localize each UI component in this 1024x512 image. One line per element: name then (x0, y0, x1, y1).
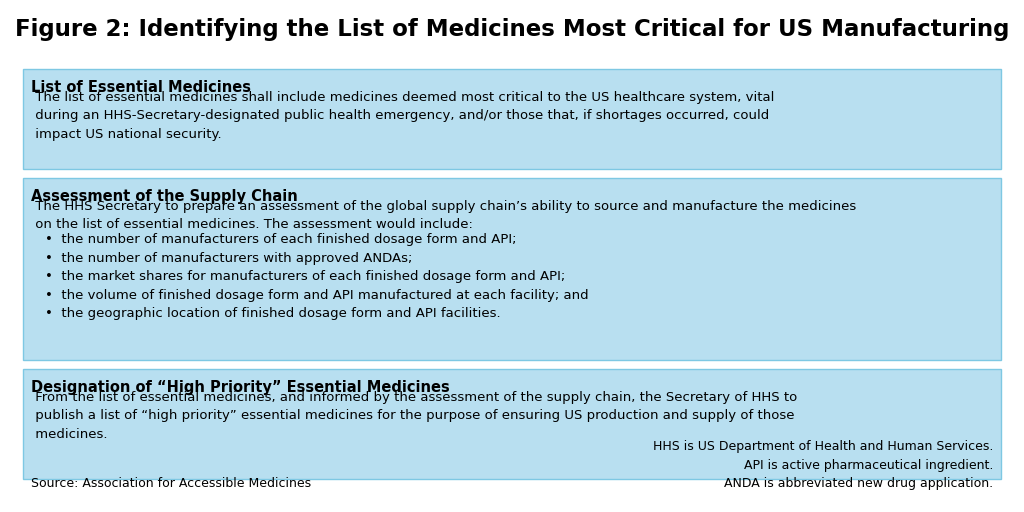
FancyBboxPatch shape (23, 69, 1001, 169)
Text: •  the market shares for manufacturers of each finished dosage form and API;: • the market shares for manufacturers of… (45, 270, 565, 283)
Text: Source: Association for Accessible Medicines: Source: Association for Accessible Medic… (31, 478, 311, 490)
Text: •  the number of manufacturers of each finished dosage form and API;: • the number of manufacturers of each fi… (45, 233, 516, 246)
FancyBboxPatch shape (23, 369, 1001, 479)
Text: The list of essential medicines shall include medicines deemed most critical to : The list of essential medicines shall in… (31, 91, 774, 141)
Text: Designation of “High Priority” Essential Medicines: Designation of “High Priority” Essential… (31, 380, 450, 395)
Text: •  the volume of finished dosage form and API manufactured at each facility; and: • the volume of finished dosage form and… (45, 289, 589, 302)
Text: The HHS Secretary to prepare an assessment of the global supply chain’s ability : The HHS Secretary to prepare an assessme… (31, 200, 856, 231)
Text: Assessment of the Supply Chain: Assessment of the Supply Chain (31, 189, 297, 204)
Text: HHS is US Department of Health and Human Services.
API is active pharmaceutical : HHS is US Department of Health and Human… (653, 440, 993, 490)
Text: From the list of essential medicines, and informed by the assessment of the supp: From the list of essential medicines, an… (31, 391, 797, 441)
Text: List of Essential Medicines: List of Essential Medicines (31, 80, 251, 95)
Text: •  the geographic location of finished dosage form and API facilities.: • the geographic location of finished do… (45, 307, 501, 320)
Text: Figure 2: Identifying the List of Medicines Most Critical for US Manufacturing: Figure 2: Identifying the List of Medici… (14, 18, 1010, 41)
FancyBboxPatch shape (23, 178, 1001, 360)
Text: •  the number of manufacturers with approved ANDAs;: • the number of manufacturers with appro… (45, 252, 413, 265)
